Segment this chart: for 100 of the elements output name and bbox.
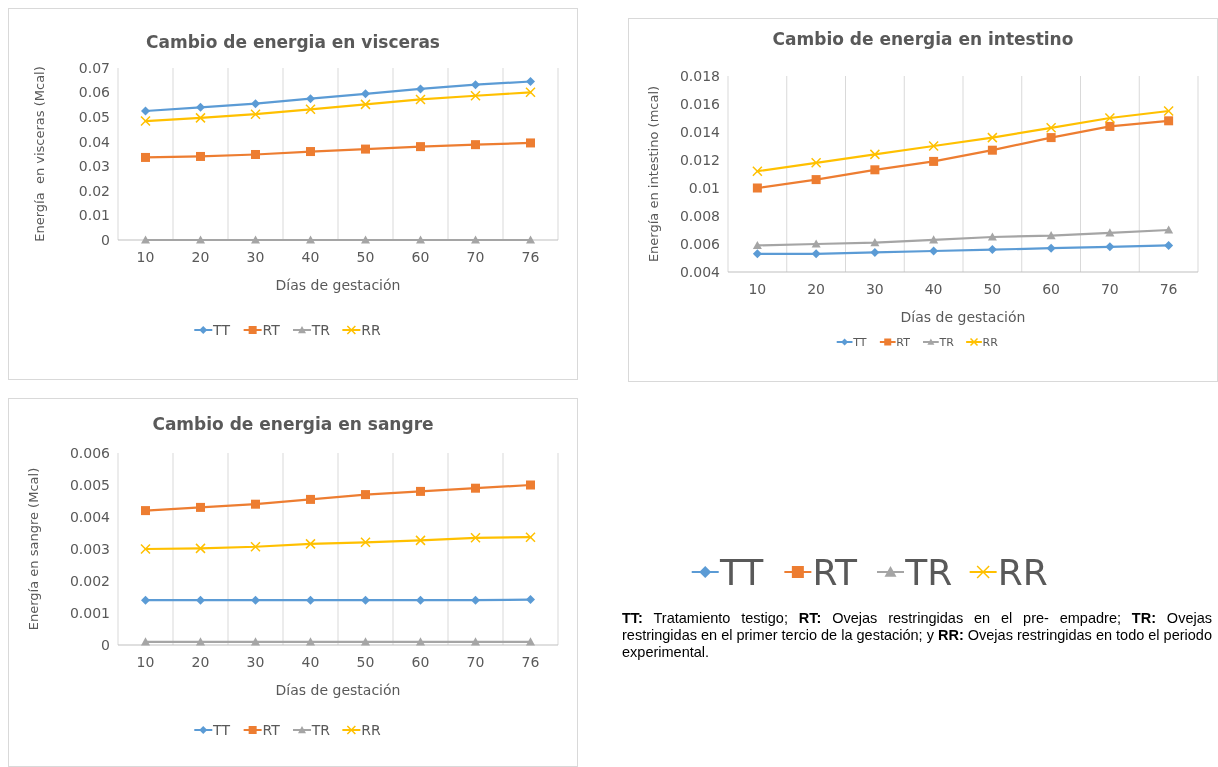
point — [526, 138, 535, 148]
point — [471, 235, 480, 244]
point — [251, 99, 260, 109]
point — [870, 238, 880, 247]
x-tick-label: 10 — [136, 249, 155, 265]
point — [141, 637, 150, 646]
chart-title: Cambio de energia en visceras — [146, 32, 440, 52]
x-tick-label: 76 — [521, 249, 540, 265]
x-tick-label: 76 — [521, 654, 540, 670]
point — [306, 147, 315, 157]
point — [141, 152, 150, 162]
x-tick-label: 30 — [246, 249, 265, 265]
legend-label: TR — [904, 551, 953, 593]
y-tick-label: 0.003 — [69, 540, 110, 557]
x-tick-label: 70 — [466, 249, 485, 265]
point — [752, 165, 763, 177]
point — [1105, 228, 1115, 237]
point — [1045, 122, 1057, 134]
point — [361, 235, 370, 244]
point — [1164, 225, 1174, 234]
point — [306, 235, 315, 244]
y-tick-label: 0.05 — [78, 109, 110, 126]
point — [1104, 112, 1116, 124]
x-axis-title: Días de gestación — [275, 682, 401, 698]
x-tick-label: 20 — [191, 249, 210, 265]
point — [470, 90, 481, 102]
point — [415, 94, 426, 105]
point — [471, 140, 480, 150]
point — [929, 246, 939, 256]
point — [141, 235, 150, 244]
point — [415, 535, 426, 546]
point — [361, 595, 370, 605]
point — [870, 247, 880, 257]
point — [361, 637, 370, 646]
x-tick-label: 50 — [983, 281, 1002, 297]
point — [987, 132, 998, 143]
point — [929, 156, 939, 166]
point — [416, 486, 425, 496]
y-tick-label: 0.016 — [679, 95, 721, 112]
y-axis-title: Energía en sangre (Mcal) — [26, 467, 41, 631]
legend-label: TR — [310, 321, 331, 338]
point — [811, 239, 821, 248]
point — [987, 232, 997, 241]
y-tick-label: 0.01 — [78, 207, 110, 224]
legend-label: RR — [361, 321, 381, 338]
point — [250, 541, 261, 553]
point — [196, 502, 205, 512]
point — [416, 595, 425, 605]
y-tick-label: 0.001 — [69, 604, 110, 621]
y-tick-label: 0.004 — [679, 263, 721, 280]
point — [928, 140, 939, 152]
point — [250, 108, 261, 120]
x-tick-label: 60 — [411, 654, 430, 670]
chart-title: Cambio de energia en intestino — [772, 29, 1074, 49]
y-axis-title: Energía en visceras (Mcal) — [32, 66, 47, 242]
y-tick-label: 0.01 — [688, 179, 720, 196]
point — [811, 175, 821, 185]
legend-label: RT — [262, 721, 281, 738]
x-tick-label: 50 — [356, 249, 375, 265]
legend-label: RR — [997, 551, 1048, 593]
point — [416, 84, 425, 94]
point — [196, 235, 205, 244]
point — [1105, 242, 1115, 252]
legend-label: TT — [718, 551, 765, 593]
point — [987, 245, 997, 255]
legend-label: TR — [310, 721, 331, 738]
y-tick-label: 0.004 — [69, 508, 111, 525]
point — [1163, 105, 1174, 117]
x-tick-label: 30 — [246, 654, 265, 670]
x-tick-label: 40 — [301, 654, 320, 670]
x-tick-label: 50 — [356, 654, 375, 670]
point — [141, 595, 150, 605]
point — [869, 149, 881, 160]
point — [810, 157, 822, 169]
legend-label: RR — [361, 721, 381, 738]
x-tick-label: 20 — [191, 654, 210, 670]
point — [306, 494, 315, 504]
legend-label: TR — [938, 335, 955, 349]
y-tick-label: 0.008 — [679, 207, 720, 224]
point — [1046, 133, 1056, 143]
point — [251, 149, 260, 159]
point — [306, 595, 315, 605]
y-tick-label: 0.06 — [78, 84, 111, 101]
y-tick-label: 0.07 — [78, 59, 110, 76]
point — [1164, 116, 1174, 126]
x-tick-label: 76 — [1159, 281, 1178, 297]
legend-label: RT — [262, 321, 281, 338]
chart-title: Cambio de energia en sangre — [152, 414, 434, 434]
x-axis-title: Días de gestación — [900, 309, 1026, 325]
x-tick-label: 30 — [865, 281, 884, 297]
point — [416, 637, 425, 646]
point — [526, 77, 535, 87]
point — [526, 637, 535, 646]
point — [305, 538, 316, 550]
x-tick-label: 20 — [807, 281, 826, 297]
point — [752, 240, 762, 249]
y-tick-label: 0 — [101, 636, 110, 653]
x-tick-label: 10 — [748, 281, 767, 297]
point — [471, 80, 480, 90]
point — [195, 112, 206, 124]
